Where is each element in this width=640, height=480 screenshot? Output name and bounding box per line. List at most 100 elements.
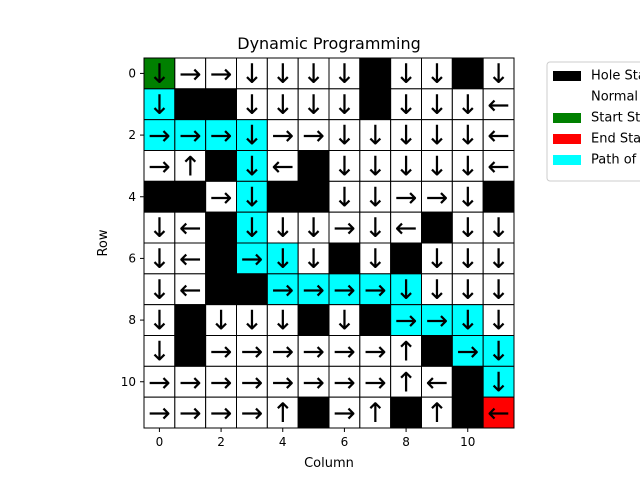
- x-axis-label: Column: [304, 456, 354, 471]
- cell-normal-r0-c1: [174, 57, 207, 90]
- cell-normal-r3-c10: [451, 150, 484, 182]
- arrow-right-r10-c4: →: [271, 367, 294, 398]
- cell-path-r9-c11: [482, 335, 515, 367]
- y-tick-label: 0: [128, 66, 136, 80]
- cell-normal-r6-c5: [297, 242, 330, 275]
- arrow-down-r8-c2: ↓: [210, 306, 233, 337]
- cell-normal-r11-c9: [421, 396, 453, 429]
- cell-normal-r6-c9: [421, 242, 453, 275]
- x-axis-ticks: 0 2 4 6 8 10: [156, 428, 475, 449]
- cell-hole-r8-c7: [359, 304, 392, 336]
- arrow-down-r4-c3: ↓: [241, 182, 264, 213]
- legend-swatch: [553, 113, 581, 123]
- arrow-right-r10-c1: →: [179, 367, 202, 398]
- arrow-right-r7-c4: →: [271, 275, 294, 306]
- cell-hole-r9-c1: [174, 335, 207, 367]
- cell-hole-r4-c5: [297, 180, 330, 213]
- cell-path-r7-c6: [328, 273, 361, 306]
- arrow-down-r7-c8: ↓: [395, 275, 418, 306]
- arrow-down-r4-c7: ↓: [364, 182, 387, 213]
- arrow-down-r0-c8: ↓: [395, 59, 418, 90]
- arrow-right-r10-c3: →: [241, 367, 264, 398]
- arrow-up-r3-c1: ↑: [179, 151, 202, 182]
- arrow-down-r1-c6: ↓: [333, 90, 356, 121]
- arrow-right-r2-c1: →: [179, 121, 202, 152]
- cell-hole-r4-c4: [266, 180, 299, 213]
- cell-normal-r1-c3: [236, 88, 268, 121]
- arrow-down-r3-c8: ↓: [395, 151, 418, 182]
- policy-arrows: ↓ → → ↓ ↓ ↓ ↓ ↓ ↓ ↓↓ ↓ ↓ ↓ ↓ ↓ ↓ ↓ ←→ → → ↓ → → ↓ ↓ ↓ ↓ ↓ ←→ ↑ ↓ ← ↓ ↓ ↓ ↓ ↓…: [148, 59, 510, 429]
- cell-normal-r4-c2: [205, 180, 238, 213]
- cell-normal-r0-c9: [421, 57, 453, 90]
- chart-title: Dynamic Programming: [237, 34, 420, 53]
- cell-normal-r1-c8: [390, 88, 422, 121]
- cell-normal-r10-c8: [390, 365, 422, 398]
- arrow-down-r3-c10: ↓: [456, 151, 479, 182]
- cell-hole-r1-c2: [205, 88, 238, 121]
- cell-hole-r8-c1: [174, 304, 207, 336]
- arrow-down-r1-c4: ↓: [271, 90, 294, 121]
- cell-normal-r3-c0: [143, 150, 176, 182]
- cell-hole-r6-c8: [390, 242, 422, 275]
- arrow-right-r8-c8: →: [395, 306, 418, 337]
- arrow-right-r10-c5: →: [302, 367, 325, 398]
- cell-hole-r4-c1: [174, 180, 207, 213]
- y-axis-ticks: 0 2 4 6 8 10: [121, 66, 144, 389]
- cell-normal-r6-c1: [174, 242, 207, 275]
- cell-normal-r5-c8: [390, 211, 422, 244]
- cell-hole-r11-c10: [451, 396, 484, 429]
- arrow-right-r5-c6: →: [333, 213, 356, 244]
- x-tick-label: 4: [279, 435, 287, 449]
- arrow-down-r10-c11: ↓: [487, 367, 510, 398]
- arrow-right-r7-c6: →: [333, 275, 356, 306]
- x-tick-label: 10: [460, 435, 475, 449]
- arrow-down-r1-c0: ↓: [148, 90, 171, 121]
- arrow-down-r5-c11: ↓: [487, 213, 510, 244]
- arrow-down-r5-c3: ↓: [241, 213, 264, 244]
- cell-hole-r11-c8: [390, 396, 422, 429]
- cell-normal-r5-c11: [482, 211, 515, 244]
- cell-hole-r7-c2: [205, 273, 238, 306]
- arrow-left-r2-c11: ←: [487, 121, 510, 152]
- cell-normal-r1-c9: [421, 88, 453, 121]
- cell-normal-r4-c6: [328, 180, 361, 213]
- arrow-down-r3-c3: ↓: [241, 151, 264, 182]
- arrow-right-r11-c3: →: [241, 398, 264, 429]
- arrow-down-r6-c4: ↓: [271, 244, 294, 275]
- cell-normal-r1-c6: [328, 88, 361, 121]
- cell-hole-r1-c1: [174, 88, 207, 121]
- arrow-right-r4-c8: →: [395, 182, 418, 213]
- arrow-down-r2-c6: ↓: [333, 121, 356, 152]
- cell-normal-r6-c0: [143, 242, 176, 275]
- arrow-left-r11-c11: ←: [487, 398, 510, 429]
- arrow-right-r9-c2: →: [210, 336, 233, 367]
- arrow-down-r0-c0: ↓: [148, 59, 171, 90]
- arrow-down-r2-c9: ↓: [426, 121, 449, 152]
- cell-path-r2-c2: [205, 119, 238, 151]
- arrow-down-r3-c6: ↓: [333, 151, 356, 182]
- arrow-down-r5-c10: ↓: [456, 213, 479, 244]
- y-tick-label: 6: [128, 251, 136, 265]
- legend-swatch: [553, 155, 581, 165]
- cell-hole-r11-c5: [297, 396, 330, 429]
- cell-normal-r10-c5: [297, 365, 330, 398]
- x-tick-label: 2: [217, 435, 225, 449]
- cell-normal-r4-c7: [359, 180, 392, 213]
- cell-hole-r3-c5: [297, 150, 330, 182]
- arrow-down-r7-c0: ↓: [148, 275, 171, 306]
- arrow-down-r4-c6: ↓: [333, 182, 356, 213]
- arrow-right-r7-c7: →: [364, 275, 387, 306]
- cell-normal-r7-c11: [482, 273, 515, 306]
- arrow-down-r1-c5: ↓: [302, 90, 325, 121]
- cell-normal-r2-c6: [328, 119, 361, 151]
- legend-swatch: [553, 92, 581, 102]
- legend-label: Hole State: [591, 69, 640, 84]
- cell-hole-r5-c2: [205, 211, 238, 244]
- cell-hole-r4-c11: [482, 180, 515, 213]
- arrow-down-r0-c3: ↓: [241, 59, 264, 90]
- cell-normal-r3-c9: [421, 150, 453, 182]
- arrow-down-r8-c6: ↓: [333, 306, 356, 337]
- arrow-down-r8-c3: ↓: [241, 306, 264, 337]
- cell-normal-r5-c0: [143, 211, 176, 244]
